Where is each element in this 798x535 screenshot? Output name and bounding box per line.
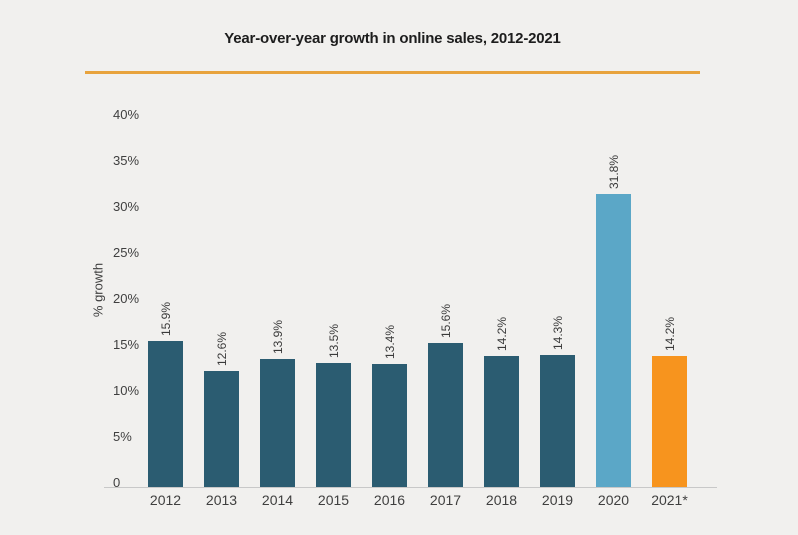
bar-value-label: 15.6% <box>438 303 453 338</box>
y-tick-label: 25% <box>113 245 140 260</box>
bar-2012: 15.9% <box>148 302 183 487</box>
y-tick-label: 40% <box>113 107 140 122</box>
bar-2021: 14.2% <box>652 317 687 487</box>
bar-value-label: 14.2% <box>662 316 677 351</box>
bar-value-label: 14.3% <box>550 315 565 350</box>
bar-2019: 14.3% <box>540 316 575 487</box>
bar-2017: 15.6% <box>428 304 463 487</box>
bar-2014: 13.9% <box>260 320 295 487</box>
chart-title: Year-over-year growth in online sales, 2… <box>224 30 561 47</box>
x-tick-label: 2018 <box>485 492 518 508</box>
y-tick-label: 35% <box>113 153 140 168</box>
x-tick-label: 2016 <box>373 492 406 508</box>
y-tick-label: 0 <box>113 475 121 490</box>
bar-2015: 13.5% <box>316 324 351 487</box>
bar-2018: 14.2% <box>484 317 519 487</box>
bar-2020: 31.8% <box>596 155 631 487</box>
bar-value-label: 31.8% <box>606 154 621 189</box>
x-tick-label: 2013 <box>205 492 238 508</box>
x-tick-label: 2020 <box>597 492 630 508</box>
bar-2016: 13.4% <box>372 325 407 487</box>
x-tick-label: 2015 <box>317 492 350 508</box>
bar-value-label: 13.5% <box>326 323 341 358</box>
x-tick-label: 2014 <box>261 492 294 508</box>
y-tick-label: 10% <box>113 383 140 398</box>
y-tick-label: 5% <box>113 429 132 444</box>
y-tick-label: 30% <box>113 199 140 214</box>
x-tick-label: 2021* <box>651 492 688 508</box>
bar-2013: 12.6% <box>204 332 239 487</box>
bar-value-label: 13.9% <box>270 319 285 354</box>
bar-value-label: 12.6% <box>214 331 229 366</box>
title-divider <box>85 71 700 74</box>
x-tick-label: 2012 <box>149 492 182 508</box>
bar-value-label: 15.9% <box>158 301 173 336</box>
y-tick-label: 20% <box>113 291 140 306</box>
x-tick-label: 2017 <box>429 492 462 508</box>
y-tick-label: 15% <box>113 337 140 352</box>
x-tick-label: 2019 <box>541 492 574 508</box>
x-axis-line <box>104 487 717 488</box>
bar-value-label: 14.2% <box>494 316 509 351</box>
y-axis-title: % growth <box>90 262 106 318</box>
bar-value-label: 13.4% <box>382 324 397 359</box>
